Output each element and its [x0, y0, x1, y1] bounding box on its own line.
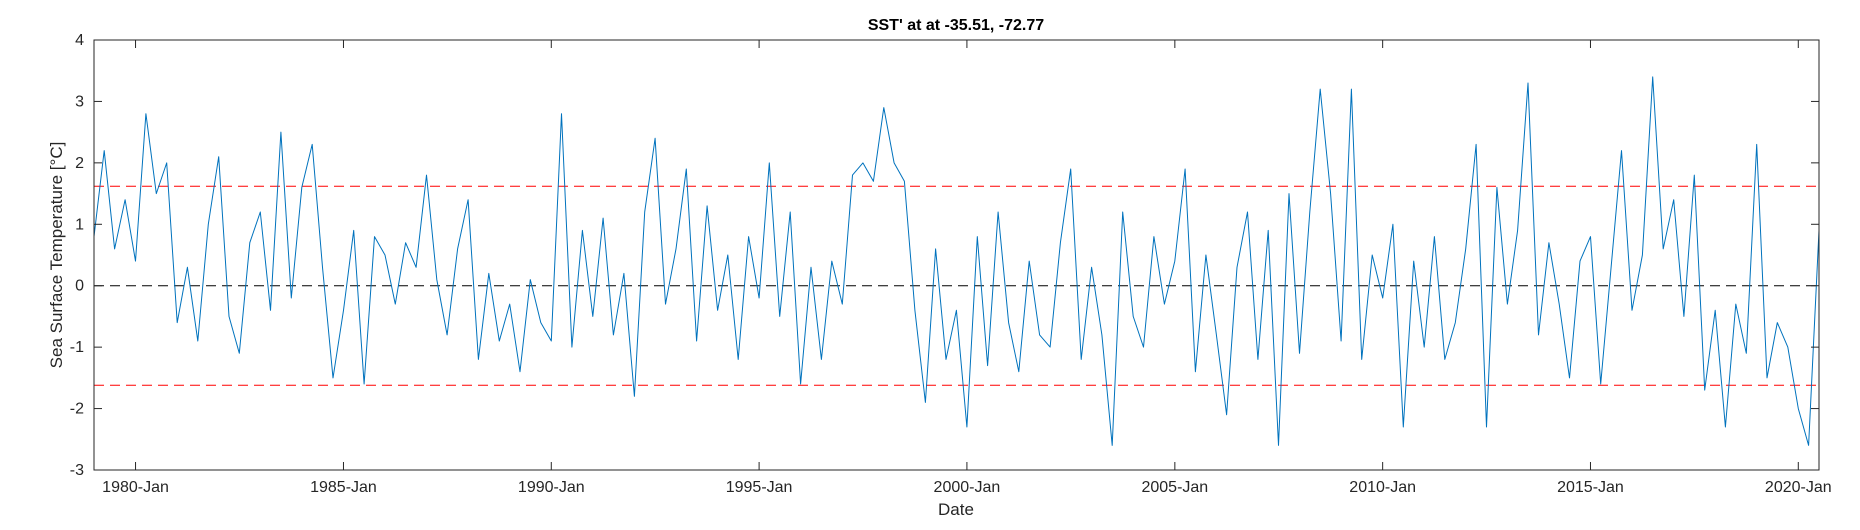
x-tick-label: 2010-Jan [1349, 479, 1416, 496]
x-tick-label: 2020-Jan [1765, 479, 1832, 496]
y-tick-label: 1 [75, 216, 84, 233]
x-tick-marks [135, 40, 1799, 470]
x-axis-label: Date [938, 500, 974, 519]
x-tick-label: 1980-Jan [102, 479, 169, 496]
y-tick-label: -3 [70, 462, 84, 479]
x-tick-label: 1990-Jan [518, 479, 585, 496]
y-tick-label: 4 [75, 32, 84, 49]
chart-title: SST' at at -35.51, -72.77 [868, 17, 1044, 34]
y-tick-label: -1 [70, 339, 84, 356]
x-tick-labels: 1980-Jan 1985-Jan 1990-Jan 1995-Jan 2000-Jan… [102, 479, 1831, 496]
x-tick-label: 2005-Jan [1141, 479, 1208, 496]
series-group [93, 76, 1820, 446]
y-axis-label: Sea Surface Temperature [°C] [47, 142, 66, 369]
y-tick-labels: -3 -2 -1 0 1 2 3 4 [70, 32, 84, 479]
y-tick-label: -2 [70, 401, 84, 418]
plot-frame [93, 39, 1820, 471]
series-line-0 [93, 76, 1820, 446]
y-tick-label: 2 [75, 155, 84, 172]
x-tick-label: 1995-Jan [726, 479, 793, 496]
x-tick-label: 2000-Jan [934, 479, 1001, 496]
y-tick-label: 0 [75, 278, 84, 295]
plot-area [94, 40, 1819, 470]
x-tick-label: 2015-Jan [1557, 479, 1624, 496]
y-tick-label: 3 [75, 93, 84, 110]
x-tick-label: 1985-Jan [310, 479, 377, 496]
